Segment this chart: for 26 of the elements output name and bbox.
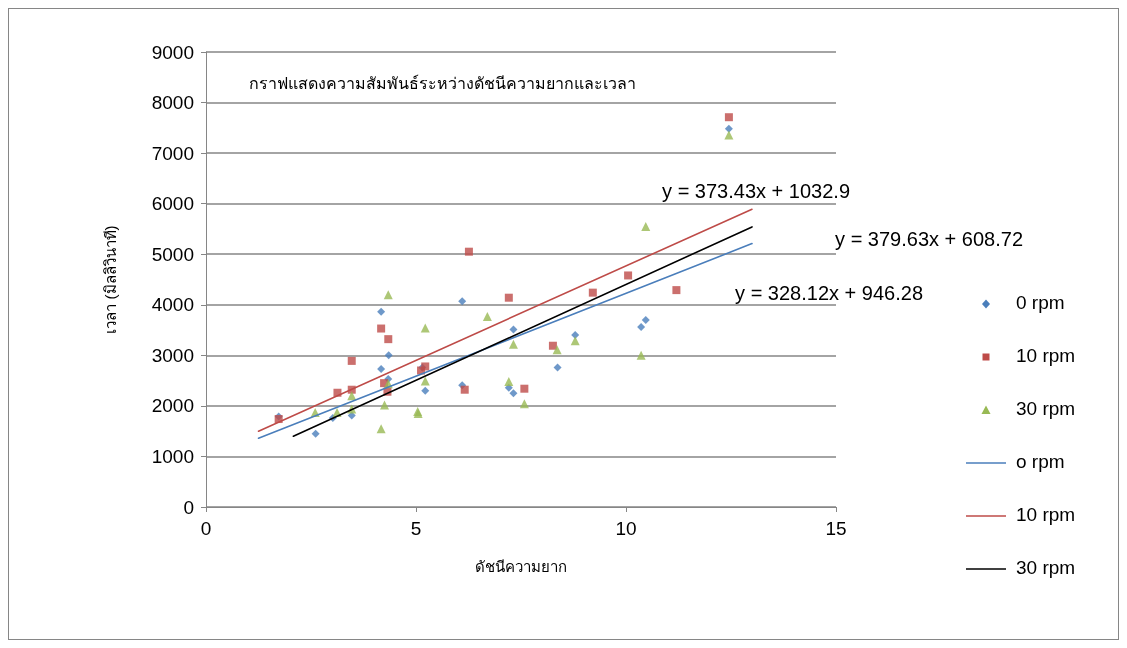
y-tick-label: 9000 — [151, 41, 194, 63]
y-tick-label: 3000 — [151, 344, 194, 366]
legend-label: 10 rpm — [1016, 345, 1076, 366]
x-tick-label: 15 — [825, 518, 847, 539]
y-tick-label: 0 — [183, 496, 194, 518]
legend-label: 10 rpm — [1016, 504, 1076, 525]
x-tick-label: 10 — [615, 518, 637, 539]
legend-label: 30 rpm — [1016, 398, 1076, 419]
y-tick-label: 1000 — [151, 445, 194, 467]
y-tick-label: 7000 — [151, 142, 194, 164]
annotation: y = 373.43x + 1032.9 — [662, 180, 851, 202]
y-axis-title: เวลา (มิลลิวินาที) — [102, 225, 119, 334]
y-tick-label: 2000 — [151, 395, 194, 417]
text: กราฟแสดงความสัมพันธ์ระหว่างดัชนีความยากและเวลา — [249, 73, 636, 92]
annotation: y = 328.12x + 946.28 — [735, 282, 924, 304]
legend-label: 0 rpm — [1016, 292, 1065, 313]
y-tick-label: 6000 — [151, 193, 194, 215]
y-tick-label: 8000 — [151, 92, 194, 114]
legend-label: 30 rpm — [1016, 557, 1076, 578]
y-tick-label: 4000 — [151, 294, 194, 316]
annotation: y = 379.63x + 608.72 — [835, 228, 1024, 250]
y-tick-label: 5000 — [151, 243, 194, 265]
legend-label: o rpm — [1016, 451, 1065, 472]
x-tick-label: 5 — [410, 518, 422, 539]
x-tick-label: 0 — [200, 518, 212, 539]
x-axis-title: ดัชนีความยาก — [475, 558, 567, 575]
